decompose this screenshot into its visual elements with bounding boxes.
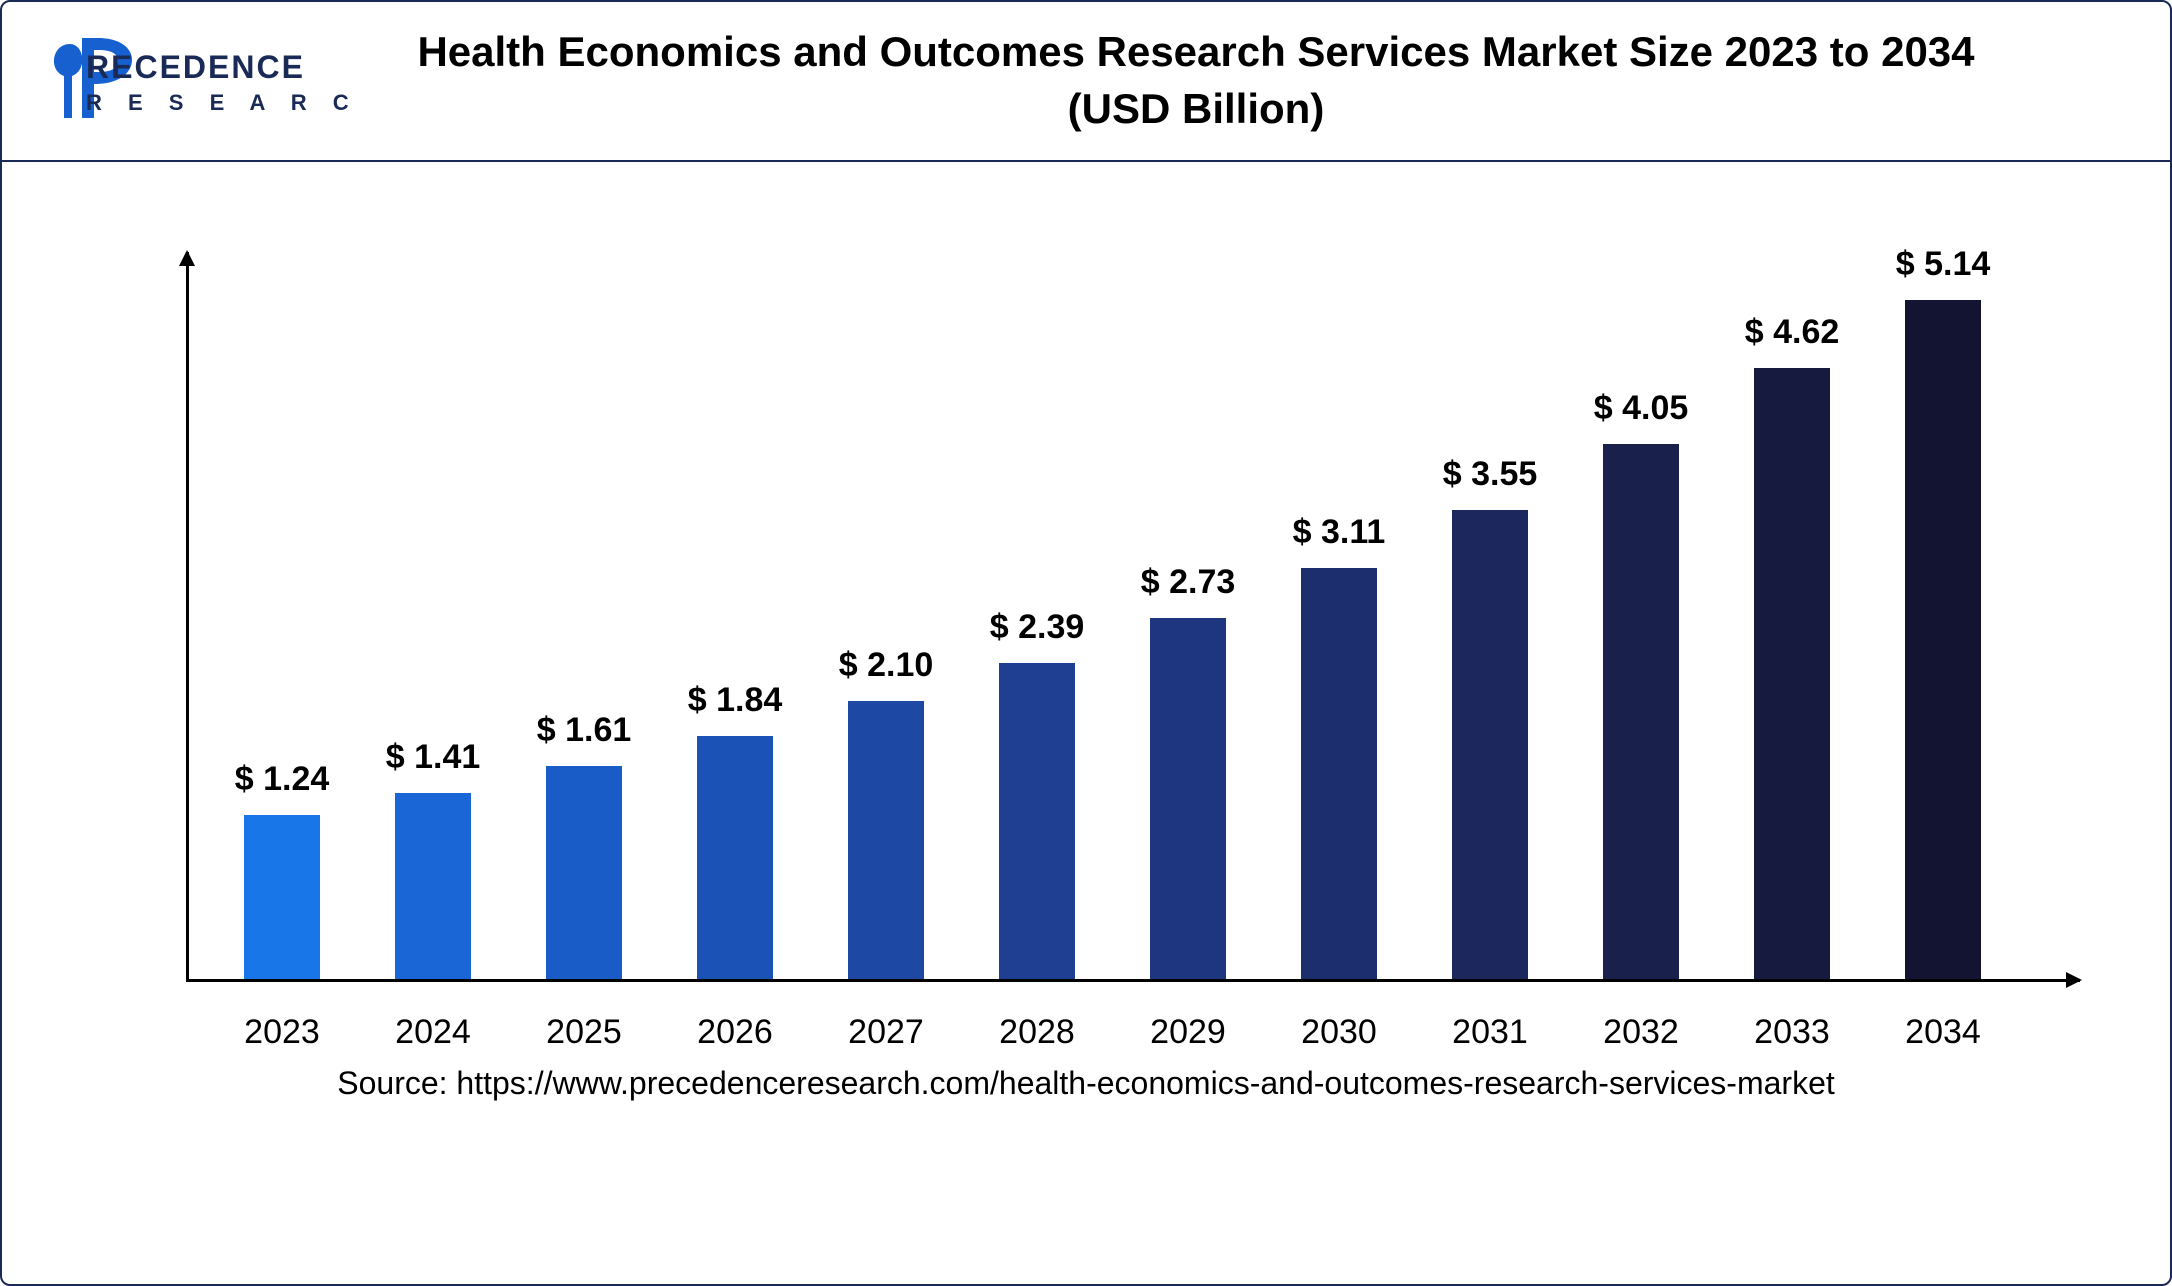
bar-value-label: $ 1.61: [537, 711, 632, 750]
x-tick-label: 2028: [999, 1013, 1075, 1052]
source-citation: Source: https://www.precedenceresearch.c…: [2, 1065, 2170, 1102]
bar-2023: $ 1.24: [244, 815, 320, 979]
bar-rect: [1905, 300, 1981, 979]
bar-value-label: $ 4.05: [1594, 389, 1689, 428]
x-axis: [186, 979, 2080, 982]
logo-text-secondary: R E S E A R C H: [86, 90, 362, 115]
x-tick-label: 2030: [1301, 1013, 1377, 1052]
logo-text-primary: RECEDENCE: [86, 49, 305, 85]
x-ticks: 2023 2024 2025 2026 2027 2028 2029 2030 …: [186, 1013, 2060, 1052]
x-tick-label: 2029: [1150, 1013, 1226, 1052]
logo: RECEDENCE R E S E A R C H: [42, 26, 382, 136]
bar-rect: [244, 815, 320, 979]
bar-value-label: $ 5.14: [1896, 245, 1991, 284]
bar-2026: $ 1.84: [697, 736, 773, 979]
bar-2034: $ 5.14: [1905, 300, 1981, 979]
x-tick-label: 2032: [1603, 1013, 1679, 1052]
x-tick-label: 2027: [848, 1013, 924, 1052]
bar-2032: $ 4.05: [1603, 444, 1679, 979]
title-line-2: (USD Billion): [382, 81, 2010, 138]
x-tick-label: 2031: [1452, 1013, 1528, 1052]
bar-2024: $ 1.41: [395, 793, 471, 979]
bar-value-label: $ 1.24: [235, 760, 330, 799]
chart-area: $ 1.24 $ 1.41 $ 1.61 $ 1.84 $ 2.10: [2, 162, 2170, 1142]
title-line-1: Health Economics and Outcomes Research S…: [382, 24, 2010, 81]
bar-value-label: $ 2.73: [1141, 563, 1236, 602]
x-tick-label: 2025: [546, 1013, 622, 1052]
bar-2027: $ 2.10: [848, 701, 924, 979]
bar-rect: [1150, 618, 1226, 979]
header-row: RECEDENCE R E S E A R C H Health Economi…: [2, 2, 2170, 162]
bar-value-label: $ 2.39: [990, 608, 1085, 647]
bar-value-label: $ 1.41: [386, 738, 481, 777]
bar-value-label: $ 3.11: [1293, 513, 1386, 552]
bar-rect: [1301, 568, 1377, 979]
bar-rect: [999, 663, 1075, 979]
chart-title: Health Economics and Outcomes Research S…: [382, 24, 2130, 137]
bar-rect: [395, 793, 471, 979]
bar-rect: [1603, 444, 1679, 979]
x-tick-label: 2023: [244, 1013, 320, 1052]
bar-value-label: $ 4.62: [1745, 313, 1840, 352]
bar-2033: $ 4.62: [1754, 368, 1830, 979]
bar-value-label: $ 3.55: [1443, 455, 1538, 494]
bars-container: $ 1.24 $ 1.41 $ 1.61 $ 1.84 $ 2.10: [186, 252, 2060, 979]
x-tick-label: 2034: [1905, 1013, 1981, 1052]
x-tick-label: 2033: [1754, 1013, 1830, 1052]
bar-value-label: $ 2.10: [839, 646, 934, 685]
bar-2025: $ 1.61: [546, 766, 622, 979]
chart-frame: RECEDENCE R E S E A R C H Health Economi…: [0, 0, 2172, 1286]
bar-2031: $ 3.55: [1452, 510, 1528, 979]
bar-rect: [546, 766, 622, 979]
bar-2029: $ 2.73: [1150, 618, 1226, 979]
plot-region: $ 1.24 $ 1.41 $ 1.61 $ 1.84 $ 2.10: [186, 252, 2060, 982]
bar-2028: $ 2.39: [999, 663, 1075, 979]
precedence-logo-icon: RECEDENCE R E S E A R C H: [42, 26, 362, 136]
x-tick-label: 2024: [395, 1013, 471, 1052]
bar-2030: $ 3.11: [1301, 568, 1377, 979]
x-tick-label: 2026: [697, 1013, 773, 1052]
bar-value-label: $ 1.84: [688, 681, 783, 720]
bar-rect: [1452, 510, 1528, 979]
bar-rect: [697, 736, 773, 979]
bar-rect: [848, 701, 924, 979]
bar-rect: [1754, 368, 1830, 979]
